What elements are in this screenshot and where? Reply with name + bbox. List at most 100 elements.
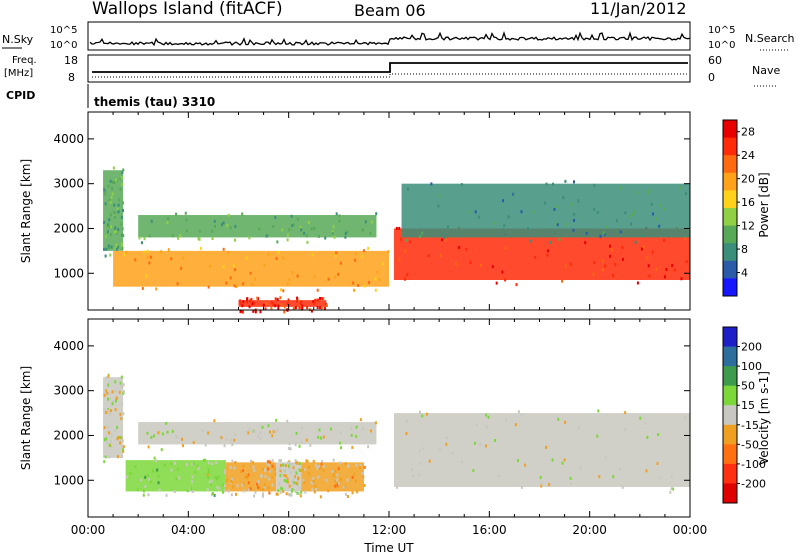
velocity-colorbar-tick-label: 200 xyxy=(741,341,762,354)
velocity-speckle xyxy=(298,444,301,448)
power-speckle xyxy=(140,241,143,245)
power-speckle xyxy=(107,246,110,250)
power-speckle xyxy=(103,220,106,224)
velocity-speckle xyxy=(336,478,339,482)
date-label: 11/Jan/2012 xyxy=(590,0,687,18)
power-speckle xyxy=(404,249,407,253)
power-speckle xyxy=(334,254,337,258)
power-speckle xyxy=(250,297,253,301)
power-band-1 xyxy=(113,246,390,293)
power-speckle xyxy=(199,247,202,251)
velocity-speckle xyxy=(252,465,255,469)
velocity-speckle xyxy=(122,448,125,452)
power-speckle xyxy=(274,297,277,301)
velocity-speckle xyxy=(215,461,218,465)
power-speckle xyxy=(609,254,612,258)
velocity-speckle xyxy=(270,463,273,467)
power-speckle xyxy=(573,218,576,222)
velocity-speckle xyxy=(346,494,349,498)
power-speckle xyxy=(354,258,357,262)
velocity-speckle xyxy=(445,436,448,440)
velocity-speckle xyxy=(157,474,160,478)
power-speckle xyxy=(441,238,444,242)
velocity-speckle xyxy=(520,485,523,489)
velocity-speckle xyxy=(318,428,321,432)
velocity-speckle xyxy=(359,418,362,422)
velocity-speckle xyxy=(146,431,149,435)
power-speckle xyxy=(526,226,529,230)
velocity-speckle xyxy=(286,419,289,423)
velocity-speckle xyxy=(115,396,118,400)
power-speckle xyxy=(480,263,483,267)
power-ytick-label: 3000 xyxy=(53,177,84,191)
velocity-speckle xyxy=(363,483,366,487)
velocity-speckle xyxy=(114,429,117,433)
power-speckle xyxy=(263,263,266,267)
velocity-speckle xyxy=(275,418,278,422)
velocity-speckle xyxy=(294,489,297,493)
velocity-speckle xyxy=(107,383,110,387)
velocity-colorbar-tick-label: -50 xyxy=(741,438,759,451)
velocity-speckle xyxy=(276,492,279,496)
power-speckle xyxy=(438,194,441,198)
power-speckle xyxy=(113,203,116,207)
power-speckle xyxy=(185,218,188,222)
velocity-speckle xyxy=(211,462,214,466)
power-speckle xyxy=(120,176,123,180)
power-speckle xyxy=(334,275,337,279)
velocity-speckle xyxy=(297,492,300,496)
power-speckle xyxy=(601,259,604,263)
power-speckle xyxy=(324,236,327,240)
power-speckle xyxy=(198,229,201,233)
power-speckle xyxy=(361,228,364,232)
velocity-speckle xyxy=(362,475,365,479)
power-speckle xyxy=(624,211,627,215)
velocity-speckle xyxy=(107,397,110,401)
power-speckle xyxy=(321,297,324,301)
velocity-speckle xyxy=(231,479,234,483)
power-speckle xyxy=(105,247,108,251)
velocity-speckle xyxy=(117,436,120,440)
velocity-speckle xyxy=(161,432,164,436)
power-speckle xyxy=(251,302,254,306)
velocity-speckle xyxy=(122,449,125,453)
velocity-speckle xyxy=(229,439,232,443)
velocity-speckle xyxy=(374,421,377,425)
power-data xyxy=(103,166,690,314)
velocity-speckle xyxy=(285,492,288,496)
power-speckle xyxy=(146,249,149,253)
power-speckle xyxy=(604,264,607,268)
power-speckle xyxy=(406,187,409,191)
power-speckle xyxy=(265,234,268,238)
power-speckle xyxy=(301,304,304,308)
power-speckle xyxy=(355,251,358,255)
velocity-speckle xyxy=(539,475,542,479)
noise-right-tick-bottom: 10^0 xyxy=(708,40,735,51)
velocity-speckle xyxy=(207,467,210,471)
power-colorbar-swatch xyxy=(723,278,737,297)
power-speckle xyxy=(291,224,294,228)
velocity-speckle xyxy=(300,490,303,494)
velocity-colorbar-tick-label: -15 xyxy=(741,419,759,432)
velocity-speckle xyxy=(223,470,226,474)
power-speckle xyxy=(685,259,688,263)
velocity-speckle xyxy=(294,459,297,463)
power-speckle xyxy=(346,230,349,234)
velocity-speckle xyxy=(286,461,289,465)
velocity-speckle xyxy=(354,479,357,483)
power-speckle xyxy=(572,180,575,184)
power-speckle xyxy=(655,217,658,221)
velocity-speckle xyxy=(321,460,324,464)
velocity-colorbar-swatch xyxy=(723,366,737,387)
power-speckle xyxy=(532,210,535,214)
power-speckle xyxy=(636,281,639,285)
velocity-speckle xyxy=(445,442,448,446)
velocity-speckle xyxy=(461,460,464,464)
power-speckle xyxy=(564,222,567,226)
velocity-speckle xyxy=(545,445,548,449)
velocity-speckle xyxy=(261,425,264,429)
power-colorbar-swatch xyxy=(723,155,737,174)
power-speckle xyxy=(338,219,341,223)
velocity-speckle xyxy=(271,464,274,468)
power-speckle xyxy=(171,234,174,238)
